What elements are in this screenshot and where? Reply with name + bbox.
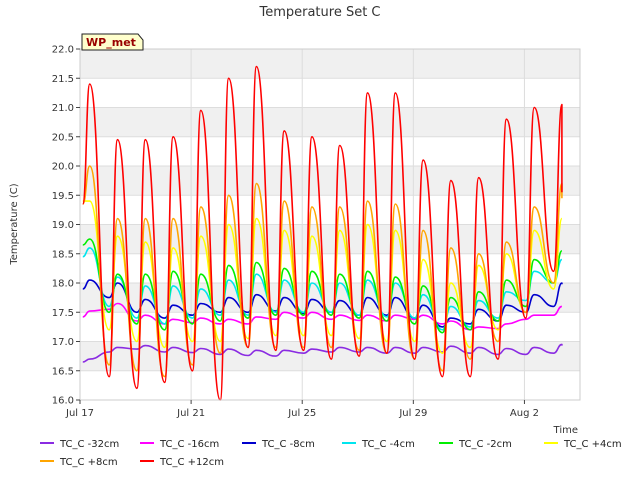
plot-band	[80, 166, 580, 196]
legend-label: TC_C -4cm	[361, 439, 415, 450]
x-axis-label: Time	[553, 425, 578, 436]
y-tick-label: 22.0	[52, 45, 74, 56]
x-tick-label: Jul 29	[398, 408, 427, 419]
y-tick-label: 16.0	[52, 396, 74, 407]
y-tick-label: 21.0	[52, 103, 74, 114]
y-tick-label: 20.0	[52, 162, 74, 173]
y-tick-label: 16.5	[52, 366, 74, 377]
legend-item: TC_C +8cm	[40, 457, 118, 468]
y-tick-label: 18.0	[52, 279, 74, 290]
chart-title: Temperature Set C	[258, 5, 380, 20]
legend-item: TC_C -8cm	[242, 439, 315, 450]
legend-item: TC_C -4cm	[342, 439, 415, 450]
y-tick-label: 19.5	[52, 191, 74, 202]
series-line	[82, 65, 563, 401]
y-tick-label: 19.0	[52, 220, 74, 231]
y-axis-label: Temperature (C)	[9, 183, 20, 265]
series-line	[82, 238, 563, 334]
legend-label: TC_C -16cm	[159, 439, 219, 450]
y-tick-label: 17.5	[52, 308, 74, 319]
plot-band	[80, 283, 580, 313]
series-lines	[82, 65, 563, 401]
legend-label: TC_C +4cm	[563, 439, 622, 450]
series-line	[82, 200, 563, 354]
y-tick-label: 20.5	[52, 132, 74, 143]
axes: 16.0 16.5 17.0 17.5 18.0 18.5 19.0 19.5 20.0 20.5…	[52, 45, 581, 419]
wp-met-annotation: WP_met	[81, 33, 144, 51]
plot-band	[80, 49, 580, 79]
plot-band	[80, 224, 580, 254]
legend-item: TC_C -2cm	[439, 439, 512, 450]
y-tick-label: 17.0	[52, 337, 74, 348]
legend-label: TC_C +12cm	[159, 457, 224, 468]
y-tick-label: 21.5	[52, 74, 74, 85]
legend-label: TC_C -8cm	[261, 439, 315, 450]
legend-label: TC_C +8cm	[59, 457, 118, 468]
legend-item: TC_C -32cm	[40, 439, 119, 450]
x-tick-label: Jul 17	[65, 408, 94, 419]
x-tick-label: Jul 21	[176, 408, 205, 419]
legend-label: TC_C -2cm	[458, 439, 512, 450]
series-line	[82, 343, 563, 363]
legend-item: TC_C +4cm	[544, 439, 622, 450]
legend: TC_C -32cm TC_C -16cm TC_C -8cm TC_C -4cm TC…	[40, 439, 622, 468]
legend-item: TC_C -16cm	[140, 439, 219, 450]
x-tick-label: Jul 25	[287, 408, 316, 419]
x-tick-label: Aug 2	[510, 408, 539, 419]
annotation-text: WP_met	[86, 36, 136, 49]
legend-item: TC_C +12cm	[140, 457, 224, 468]
legend-label: TC_C -32cm	[59, 439, 119, 450]
y-tick-label: 18.5	[52, 249, 74, 260]
plot-band	[80, 107, 580, 137]
